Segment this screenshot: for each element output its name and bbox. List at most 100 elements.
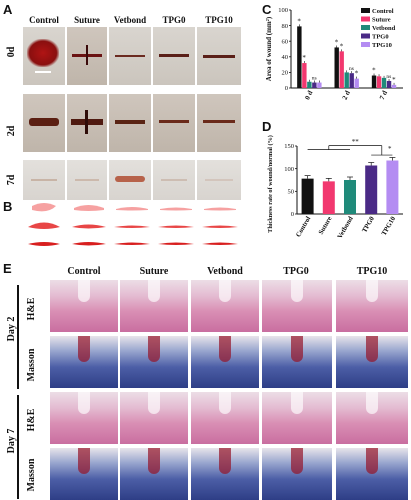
histo-tile-day7-masson-vetbond	[191, 448, 259, 500]
model-vetbond-top	[116, 207, 148, 211]
histo-wound-region	[148, 280, 160, 302]
histo-wound-region	[291, 336, 303, 362]
histo-tile-day7-masson-tpg0	[262, 448, 332, 500]
histo-tile-day7-he-vetbond	[191, 392, 259, 444]
chart-c-legend-label-tpg0: TPG0	[372, 34, 389, 41]
chart-d-ytick-label: 100	[284, 166, 294, 173]
histo-tile-day7-masson-suture	[120, 448, 188, 500]
wound-photo-tpg10-7d	[197, 160, 241, 200]
histo-tile-day2-masson-tpg10	[336, 336, 408, 388]
col-header-control: Control	[29, 15, 59, 25]
histo-tile-day2-masson-suture	[120, 336, 188, 388]
histo-tile-day7-masson-tpg10	[336, 448, 408, 500]
histo-wound-region	[366, 448, 378, 474]
chart-c-bar-vetbond-2	[381, 77, 387, 88]
row-label-7d: 7d	[6, 174, 17, 186]
model-tpg0-bot	[158, 242, 194, 245]
chart-c-ytick-label: 80	[282, 23, 289, 30]
stain-label-day7-masson: Masson	[26, 458, 37, 492]
wound-model-shapes	[28, 203, 238, 246]
histo-tile-day2-he-tpg10	[336, 280, 408, 332]
chart-c-bar-control-2	[371, 75, 377, 88]
chart-c-annotation-9: *	[392, 76, 396, 84]
chart-c-bar-suture-2	[376, 76, 382, 88]
chart-c-bar-tpg0-1	[349, 73, 354, 88]
histo-wound-region	[219, 280, 231, 302]
wound-photo-tpg10-2d	[197, 94, 241, 152]
chart-d-bar-tpg10	[386, 160, 399, 214]
chart-d-ylabel: Thickness rate of wound/normal (%)	[267, 135, 274, 233]
day-bracket-day2	[17, 285, 19, 389]
wound-photo-vetbond-2d	[109, 94, 151, 152]
stain-label-day2-masson: Masson	[26, 348, 37, 382]
histo-wound-region	[291, 448, 303, 474]
row-label-2d: 2d	[6, 125, 17, 137]
e-col-header-tpg10: TPG10	[356, 266, 388, 277]
chart-d-bar-control	[301, 178, 314, 214]
chart-c-bar-vetbond-1	[344, 72, 349, 88]
histo-wound-region	[219, 336, 231, 362]
model-tpg10-mid	[202, 225, 238, 228]
histo-wound-region	[291, 392, 303, 414]
panel-label-a: A	[3, 2, 13, 17]
chart-d-ytick-label: 150	[284, 143, 294, 150]
histo-wound-region	[366, 280, 378, 302]
histo-tile-day2-he-control	[50, 280, 118, 332]
histo-wound-region	[148, 336, 160, 362]
histo-tile-day2-masson-vetbond	[191, 336, 259, 388]
chart-c-bar-tpg10-0	[317, 82, 322, 88]
e-col-header-tpg0: TPG0	[283, 266, 309, 277]
wound-photo-vetbond-0d	[109, 27, 151, 85]
chart-c-bar-vetbond-0	[307, 81, 312, 88]
e-col-header-vetbond: Vetbond	[207, 266, 243, 277]
wound-photo-control-0d	[23, 27, 65, 85]
histo-wound-region	[78, 392, 90, 414]
chart-c-bar-control-1	[334, 47, 339, 88]
model-suture-bot	[72, 242, 106, 246]
histo-tile-day7-he-suture	[120, 392, 188, 444]
histo-wound-region	[148, 448, 160, 474]
wound-photo-control-7d	[23, 160, 65, 200]
model-vetbond-bot	[114, 242, 150, 245]
model-vetbond-mid	[114, 225, 150, 228]
chart-d-category-2: Vetbond	[337, 215, 355, 240]
chart-d-annotation-1: *	[388, 145, 392, 153]
histo-wound-region	[291, 280, 303, 302]
chart-c-annotation-5: ns	[349, 66, 354, 72]
chart-d-ytick-label: 50	[288, 189, 295, 196]
chart-d-bar-tpg0	[365, 165, 378, 214]
day-bracket-day7	[17, 395, 19, 499]
wound-photo-tpg0-0d	[153, 27, 195, 85]
chart-c-category-1: 2 d	[341, 89, 352, 101]
chart-c-legend-label-vetbond: Vetbond	[372, 25, 396, 32]
histo-tile-day7-masson-control	[50, 448, 118, 500]
chart-d-category-1: Suture	[318, 216, 334, 236]
chart-c-annotation-1: *	[302, 54, 306, 62]
panel-label-e: E	[3, 261, 12, 276]
histo-wound-region	[78, 336, 90, 362]
histo-tile-day2-he-suture	[120, 280, 188, 332]
col-header-vetbond: Vetbond	[113, 15, 147, 25]
chart-c-bar-suture-0	[302, 63, 307, 88]
wound-photo-suture-7d	[67, 160, 107, 200]
day-label-day2: Day 2	[6, 316, 17, 342]
wound-photo-suture-2d	[67, 94, 107, 152]
model-tpg10-bot	[202, 242, 238, 245]
histo-tile-day2-he-vetbond	[191, 280, 259, 332]
chart-c-bar-suture-1	[339, 51, 344, 88]
model-tpg0-mid	[158, 225, 194, 228]
chart-c-legend-label-control: Control	[372, 8, 394, 15]
model-control-bot	[28, 242, 60, 246]
histo-tile-day2-masson-control	[50, 336, 118, 388]
histo-wound-region	[148, 392, 160, 414]
chart-d-annotation-0: **	[352, 138, 360, 146]
e-col-header-suture: Suture	[139, 266, 169, 277]
chart-c-annotation-4: *	[340, 42, 344, 50]
chart-c-ytick-label: 40	[282, 54, 289, 61]
chart-c-ytick-label: 60	[282, 38, 289, 45]
wound-photo-tpg10-0d	[197, 27, 241, 85]
histo-tile-day7-he-tpg10	[336, 392, 408, 444]
wound-photo-suture-0d	[67, 27, 107, 85]
chart-d-category-4: TPG10	[381, 215, 398, 237]
model-suture-mid	[72, 224, 106, 229]
